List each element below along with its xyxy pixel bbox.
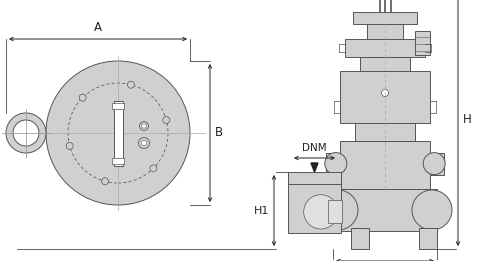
Circle shape	[304, 195, 338, 229]
Bar	[326, 153, 340, 175]
Circle shape	[46, 61, 190, 205]
Circle shape	[79, 94, 86, 101]
Circle shape	[163, 117, 170, 123]
Bar	[340, 71, 430, 123]
Circle shape	[325, 153, 347, 175]
Bar	[345, 39, 425, 57]
Circle shape	[6, 113, 46, 153]
Bar	[360, 57, 410, 71]
Bar	[328, 200, 342, 223]
Circle shape	[102, 178, 108, 185]
Circle shape	[142, 140, 147, 146]
Circle shape	[140, 122, 148, 130]
Circle shape	[66, 143, 73, 150]
Bar	[114, 100, 122, 165]
Circle shape	[423, 153, 445, 175]
Text: B: B	[215, 127, 223, 139]
Bar	[288, 172, 341, 184]
Circle shape	[142, 124, 146, 128]
Bar	[353, 12, 417, 24]
Bar	[112, 157, 124, 163]
Bar	[367, 24, 403, 39]
Bar	[415, 31, 430, 55]
Text: A: A	[94, 21, 102, 34]
Text: H1: H1	[254, 205, 269, 216]
Bar	[351, 228, 369, 249]
Bar	[430, 153, 444, 175]
Circle shape	[150, 165, 157, 172]
Circle shape	[138, 138, 149, 149]
Circle shape	[13, 120, 39, 146]
Bar	[340, 141, 430, 189]
Bar	[112, 103, 124, 109]
Circle shape	[128, 81, 134, 88]
Bar	[333, 189, 437, 231]
Bar	[288, 184, 341, 233]
Circle shape	[412, 190, 452, 230]
Text: DNM: DNM	[302, 143, 327, 153]
Polygon shape	[311, 163, 318, 172]
Circle shape	[318, 190, 358, 230]
Bar	[355, 123, 415, 141]
Circle shape	[382, 90, 388, 97]
Bar	[419, 228, 437, 249]
Text: H: H	[463, 113, 472, 126]
